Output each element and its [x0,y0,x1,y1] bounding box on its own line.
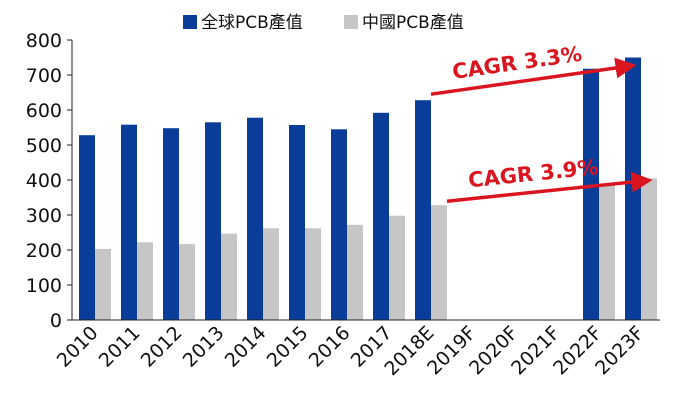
cagr-arrow-china [446,171,653,203]
cagr-label-global: CAGR 3.3% [451,42,584,84]
bar-china-2012 [179,244,195,320]
y-tick-label-100: 100 [26,275,62,297]
x-tick-label-2023F: 2023F [591,322,648,379]
bar-china-2022F [599,184,615,320]
bar-global-2023F [625,57,641,320]
bar-china-2014 [263,228,279,320]
legend-swatch-global [183,15,197,29]
x-tick-label-2016: 2016 [305,322,355,372]
y-tick-label-200: 200 [26,240,62,262]
legend-label-global: 全球PCB產值 [201,13,303,33]
x-tick-label-2011: 2011 [95,322,145,372]
bar-global-2011 [121,124,137,320]
bar-global-2014 [247,117,263,320]
x-tick-label-2015: 2015 [263,322,313,372]
bar-china-2015 [305,228,321,320]
x-tick-label-2012: 2012 [137,322,187,372]
y-tick-label-700: 700 [26,65,62,87]
y-tick-label-0: 0 [50,310,62,332]
bar-global-2012 [163,128,179,320]
legend: 全球PCB產值 中國PCB產值 [183,13,464,33]
bar-global-2015 [289,125,305,320]
bar-global-2017 [373,112,389,320]
legend-swatch-china [344,15,358,29]
bar-global-2018E [415,100,431,320]
bar-china-2017 [389,215,405,320]
bar-global-2022F [583,68,599,320]
y-tick-label-400: 400 [26,170,62,192]
y-tick-label-300: 300 [26,205,62,227]
bar-china-2010 [95,248,111,320]
bar-china-2018E [431,205,447,320]
y-tick-label-600: 600 [26,100,62,122]
x-tick-label-2013: 2013 [179,322,229,372]
x-tick-label-2014: 2014 [221,322,271,372]
legend-label-china: 中國PCB產值 [362,13,464,33]
bar-china-2016 [347,224,363,320]
y-tick-label-500: 500 [26,135,62,157]
y-tick-label-800: 800 [26,30,62,52]
bar-global-2013 [205,122,221,321]
bar-global-2016 [331,129,347,321]
bar-global-2010 [79,135,95,320]
bar-china-2023F [641,178,657,321]
cagr-arrow-global [430,57,637,96]
bar-china-2013 [221,233,237,320]
bar-china-2011 [137,242,153,320]
